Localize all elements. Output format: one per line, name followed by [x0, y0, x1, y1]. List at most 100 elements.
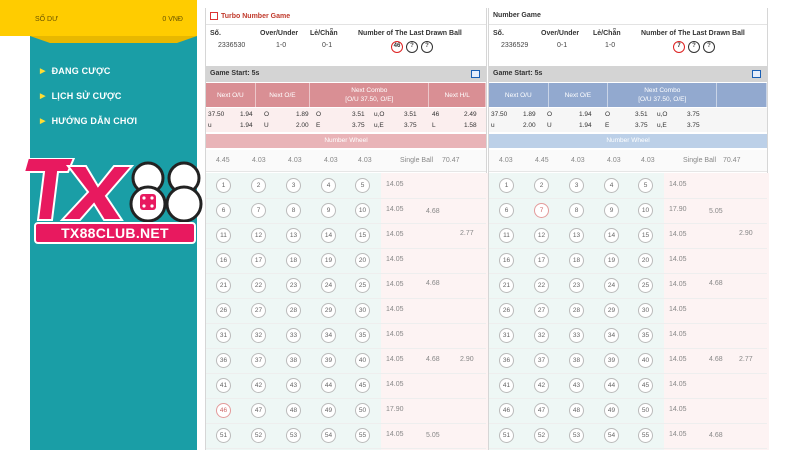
expand-icon[interactable]	[471, 70, 480, 78]
checkbox-icon[interactable]	[210, 12, 218, 20]
row-odds[interactable]: 14.05	[669, 331, 687, 338]
half-odds[interactable]: 2.77	[460, 230, 474, 237]
number-ball[interactable]: 23	[569, 278, 584, 293]
number-ball[interactable]: 52	[251, 428, 266, 443]
group-odds[interactable]: 4.68	[709, 356, 723, 363]
number-ball[interactable]: 28	[286, 303, 301, 318]
number-ball[interactable]: 25	[638, 278, 653, 293]
number-ball[interactable]: 7	[534, 203, 549, 218]
group-odds[interactable]: 4.68	[426, 356, 440, 363]
number-ball[interactable]: 47	[534, 403, 549, 418]
group-odds[interactable]: 5.05	[426, 432, 440, 439]
number-ball[interactable]: 39	[604, 353, 619, 368]
number-ball[interactable]: 4	[321, 178, 336, 193]
number-ball[interactable]: 6	[499, 203, 514, 218]
number-ball[interactable]: 46	[499, 403, 514, 418]
number-ball[interactable]: 4	[604, 178, 619, 193]
number-ball[interactable]: 37	[534, 353, 549, 368]
number-ball[interactable]: 30	[355, 303, 370, 318]
row-odds[interactable]: 14.05	[386, 231, 404, 238]
number-ball[interactable]: 44	[604, 378, 619, 393]
number-ball[interactable]: 35	[638, 328, 653, 343]
number-ball[interactable]: 53	[569, 428, 584, 443]
number-ball[interactable]: 45	[638, 378, 653, 393]
number-ball[interactable]: 33	[286, 328, 301, 343]
number-ball[interactable]: 21	[216, 278, 231, 293]
number-ball[interactable]: 3	[286, 178, 301, 193]
number-ball[interactable]: 8	[569, 203, 584, 218]
number-ball[interactable]: 30	[638, 303, 653, 318]
number-ball[interactable]: 12	[251, 228, 266, 243]
odds-row[interactable]: u 2.00 U 1.94 E 3.75 u,E 3.75	[489, 120, 767, 131]
group-odds[interactable]: 4.68	[426, 280, 440, 287]
number-ball[interactable]: 23	[286, 278, 301, 293]
number-ball[interactable]: 39	[321, 353, 336, 368]
number-ball[interactable]: 14	[604, 228, 619, 243]
group-odds[interactable]: 5.05	[709, 208, 723, 215]
number-ball[interactable]: 28	[569, 303, 584, 318]
number-ball[interactable]: 14	[321, 228, 336, 243]
half-odds[interactable]: 2.77	[739, 356, 753, 363]
number-ball[interactable]: 13	[286, 228, 301, 243]
number-ball[interactable]: 54	[604, 428, 619, 443]
number-ball[interactable]: 31	[216, 328, 231, 343]
row-odds[interactable]: 14.05	[669, 181, 687, 188]
number-ball[interactable]: 34	[604, 328, 619, 343]
number-ball[interactable]: 12	[534, 228, 549, 243]
menu-item-dang-cuoc[interactable]: ▶ ĐANG CƯỢC	[40, 66, 111, 76]
number-ball[interactable]: 55	[355, 428, 370, 443]
number-ball[interactable]: 38	[286, 353, 301, 368]
row-odds[interactable]: 14.05	[669, 306, 687, 313]
number-ball[interactable]: 42	[251, 378, 266, 393]
row-odds[interactable]: 14.05	[386, 431, 404, 438]
number-ball[interactable]: 48	[569, 403, 584, 418]
number-ball[interactable]: 21	[499, 278, 514, 293]
number-ball[interactable]: 18	[569, 253, 584, 268]
number-ball[interactable]: 16	[499, 253, 514, 268]
menu-item-lich-su-cuoc[interactable]: ▶ LỊCH SỬ CƯỢC	[40, 91, 122, 101]
group-odds[interactable]: 4.68	[426, 208, 440, 215]
number-ball[interactable]: 1	[499, 178, 514, 193]
expand-icon[interactable]	[752, 70, 761, 78]
number-ball[interactable]: 18	[286, 253, 301, 268]
menu-item-huong-dan-choi[interactable]: ▶ HƯỚNG DẪN CHƠI	[40, 116, 137, 126]
number-ball[interactable]: 36	[216, 353, 231, 368]
number-ball[interactable]: 34	[321, 328, 336, 343]
number-ball[interactable]: 29	[321, 303, 336, 318]
row-odds[interactable]: 14.05	[669, 381, 687, 388]
number-ball[interactable]: 32	[251, 328, 266, 343]
row-odds[interactable]: 14.05	[386, 181, 404, 188]
row-odds[interactable]: 14.05	[386, 331, 404, 338]
group-odds[interactable]: 4.68	[709, 432, 723, 439]
number-ball[interactable]: 9	[321, 203, 336, 218]
number-ball[interactable]: 32	[534, 328, 549, 343]
number-ball[interactable]: 20	[355, 253, 370, 268]
row-odds[interactable]: 14.05	[669, 406, 687, 413]
odds-row[interactable]: 37.50 1.94 O 1.89 O 3.51 u,O 3.51 46 2.4…	[206, 109, 486, 120]
row-odds[interactable]: 14.05	[386, 256, 404, 263]
number-ball[interactable]: 10	[355, 203, 370, 218]
number-ball[interactable]: 35	[355, 328, 370, 343]
number-ball[interactable]: 7	[251, 203, 266, 218]
number-ball[interactable]: 19	[604, 253, 619, 268]
number-ball[interactable]: 43	[569, 378, 584, 393]
number-ball[interactable]: 40	[355, 353, 370, 368]
number-ball[interactable]: 2	[251, 178, 266, 193]
number-ball[interactable]: 51	[499, 428, 514, 443]
number-ball[interactable]: 42	[534, 378, 549, 393]
row-odds[interactable]: 14.05	[669, 231, 687, 238]
number-ball[interactable]: 5	[638, 178, 653, 193]
number-ball[interactable]: 3	[569, 178, 584, 193]
number-ball[interactable]: 49	[604, 403, 619, 418]
row-odds[interactable]: 14.05	[386, 356, 404, 363]
number-ball[interactable]: 51	[216, 428, 231, 443]
row-odds[interactable]: 17.90	[386, 406, 404, 413]
row-odds[interactable]: 14.05	[669, 356, 687, 363]
half-odds[interactable]: 2.90	[460, 356, 474, 363]
number-ball[interactable]: 22	[534, 278, 549, 293]
row-odds[interactable]: 14.05	[386, 381, 404, 388]
number-ball[interactable]: 38	[569, 353, 584, 368]
number-ball[interactable]: 44	[321, 378, 336, 393]
number-ball[interactable]: 46	[216, 403, 231, 418]
number-ball[interactable]: 36	[499, 353, 514, 368]
